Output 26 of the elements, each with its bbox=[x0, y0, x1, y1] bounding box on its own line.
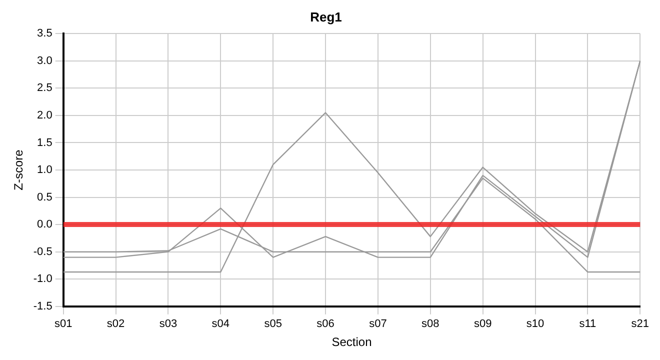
x-tick-label: s02 bbox=[106, 318, 125, 330]
y-tick-label: 3.0 bbox=[37, 54, 52, 67]
y-tick-label: 0.0 bbox=[37, 218, 52, 231]
x-tick-label: s01 bbox=[54, 318, 72, 330]
x-tick-label: s11 bbox=[579, 318, 596, 330]
x-tick-label: s07 bbox=[369, 318, 387, 330]
x-tick-label: s05 bbox=[264, 318, 282, 330]
y-tick-label: 3.5 bbox=[37, 28, 52, 40]
y-tick-label: 1.0 bbox=[37, 164, 52, 176]
y-tick-label: 2.5 bbox=[37, 82, 52, 94]
x-tick-label: s09 bbox=[474, 318, 492, 330]
x-tick-label: s08 bbox=[422, 318, 440, 330]
chart-title: Reg1 bbox=[310, 9, 342, 24]
y-axis-title: Z-score bbox=[12, 149, 26, 190]
x-axis-title: Section bbox=[332, 335, 372, 350]
y-tick-label: -1.0 bbox=[33, 273, 52, 286]
y-tick-label: 0.5 bbox=[37, 191, 52, 204]
x-tick-label: s10 bbox=[526, 318, 544, 330]
y-tick-label: 2.0 bbox=[37, 109, 52, 122]
y-tick-label: -0.5 bbox=[33, 246, 52, 258]
x-tick-label: s03 bbox=[159, 318, 178, 330]
x-tick-label: s04 bbox=[212, 318, 230, 330]
y-tick-label: 1.5 bbox=[37, 136, 52, 149]
y-tick-label: -1.5 bbox=[33, 300, 52, 312]
x-tick-label: s21 bbox=[631, 318, 650, 330]
x-tick-label: s06 bbox=[316, 318, 334, 330]
